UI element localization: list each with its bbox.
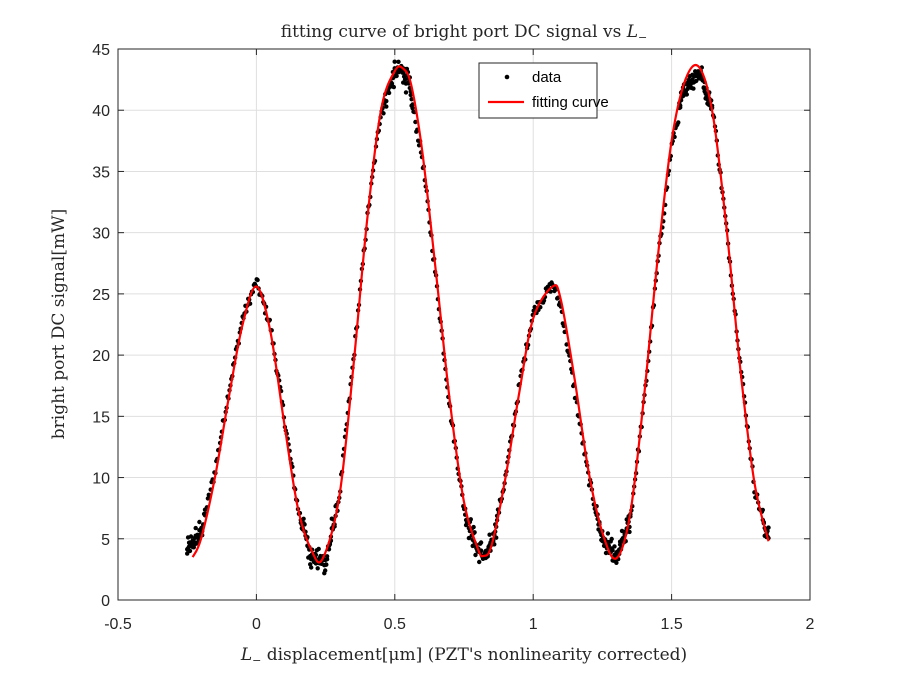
data-point: [609, 536, 614, 542]
y-tick-label: 30: [92, 226, 110, 243]
data-point: [473, 552, 478, 558]
data-point: [612, 544, 617, 549]
data-point: [410, 102, 415, 107]
data-point: [676, 120, 681, 125]
data-point: [323, 568, 328, 573]
legend: data fitting curve: [478, 62, 609, 119]
data-point: [187, 548, 193, 554]
x-axis-label: L− displacement[μm] (PZT's nonlinearity …: [240, 645, 687, 667]
data-point: [466, 535, 472, 541]
data-point: [255, 277, 260, 283]
data-point: [315, 566, 320, 571]
data-point: [678, 105, 683, 110]
data-point: [610, 548, 615, 553]
data-point: [477, 559, 482, 565]
data-point: [391, 84, 396, 90]
y-tick-label: 45: [92, 42, 110, 59]
axes-frame: [117, 48, 811, 601]
y-tick-label: 5: [101, 532, 110, 549]
legend-data-label: data: [532, 69, 562, 86]
data-point: [402, 77, 408, 82]
data-point: [381, 111, 386, 116]
grid-lines: [118, 49, 810, 600]
y-tick-label: 40: [92, 103, 110, 120]
data-point: [301, 516, 306, 521]
y-tick-label: 20: [92, 348, 110, 365]
y-tick-label: 35: [92, 164, 110, 181]
data-point: [601, 543, 607, 548]
x-tick-label: 0: [252, 616, 261, 633]
x-tick-label: 1: [529, 616, 538, 633]
y-tick-label: 15: [92, 409, 110, 426]
data-point: [394, 73, 399, 79]
data-point: [408, 92, 413, 98]
data-point: [760, 507, 765, 513]
data-point: [197, 519, 202, 525]
data-point: [478, 540, 484, 545]
data-point: [386, 90, 392, 96]
title-symbol-sub: −: [638, 31, 647, 44]
data-point: [403, 90, 409, 95]
y-tick-label: 25: [92, 287, 110, 304]
data-point: [316, 546, 321, 552]
data-point: [766, 525, 771, 530]
data-point: [384, 104, 389, 109]
legend-box: [478, 62, 598, 119]
data-point: [309, 565, 314, 570]
data-point: [694, 78, 699, 84]
data-point: [193, 525, 198, 531]
x-tick-label: 1.5: [660, 616, 682, 633]
data-point: [564, 342, 569, 347]
data-point: [691, 86, 696, 91]
data-point: [324, 557, 330, 562]
data-point: [471, 524, 476, 530]
y-tick-label: 0: [101, 593, 110, 610]
y-tick-label: 10: [92, 471, 110, 488]
x-tick-label: 0.5: [384, 616, 406, 633]
xlabel-text: displacement[μm] (PZT's nonlinearity cor…: [261, 645, 687, 665]
title-symbol: L: [626, 22, 638, 42]
data-point: [188, 534, 194, 539]
data-point: [384, 98, 389, 104]
xlabel-symbol: L: [240, 645, 252, 665]
fitting-curve-line: [191, 63, 770, 564]
data-point: [487, 532, 492, 537]
data-point: [409, 97, 414, 102]
data-point: [472, 530, 477, 535]
data-point: [627, 529, 632, 535]
data-point: [494, 535, 499, 540]
legend-data-marker: [504, 74, 510, 80]
data-point: [392, 59, 397, 64]
data-series-markers: [185, 59, 771, 576]
legend-fit-label: fitting curve: [532, 94, 609, 111]
data-point: [185, 551, 190, 556]
data-point: [413, 119, 418, 125]
data-point: [324, 562, 329, 567]
data-point: [684, 92, 689, 97]
xlabel-symbol-sub: −: [252, 654, 261, 667]
data-point: [410, 106, 415, 111]
data-point: [302, 522, 307, 527]
x-tick-label: 2: [806, 616, 815, 633]
data-point: [605, 531, 611, 536]
data-point: [468, 517, 473, 522]
y-axis-label: bright port DC signal[mW]: [49, 209, 69, 439]
data-point: [614, 560, 619, 565]
chart-title: fitting curve of bright port DC signal v…: [281, 22, 648, 44]
data-point: [396, 59, 401, 64]
data-point: [389, 81, 395, 86]
x-tick-label: -0.5: [104, 616, 132, 633]
